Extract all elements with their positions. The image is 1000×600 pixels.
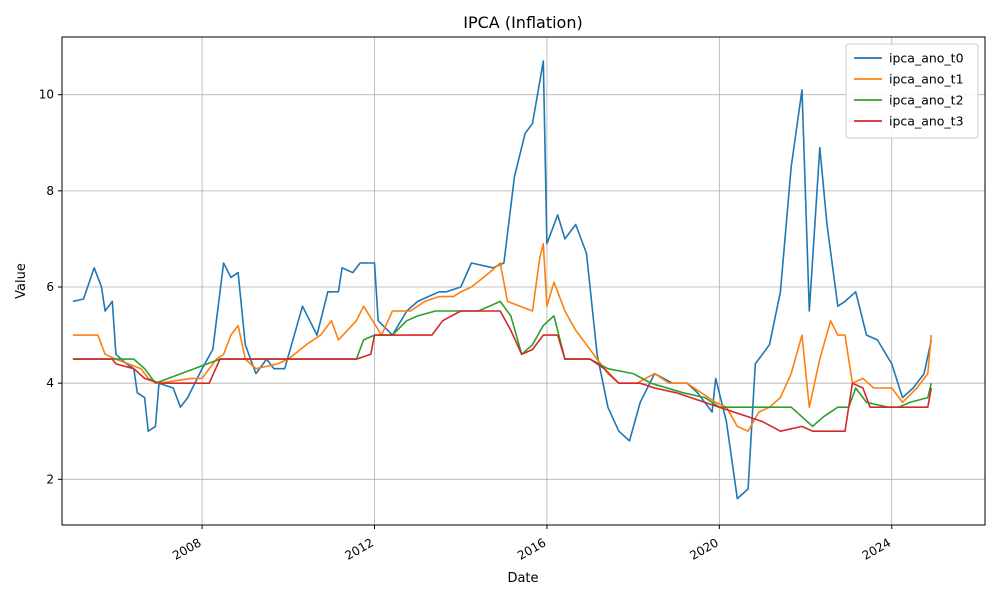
legend-box xyxy=(845,43,979,139)
series-line-ipca_ano_t2 xyxy=(72,300,933,428)
chart-title: IPCA (Inflation) xyxy=(463,13,582,32)
series-line-ipca_ano_t1 xyxy=(72,242,933,432)
legend-label-ipca_ano_t0: ipca_ano_t0 xyxy=(889,51,964,66)
y-tick-label: 10 xyxy=(39,88,54,102)
x-tick-label: 2016 xyxy=(515,535,548,562)
x-axis: 2008 2012 2016 2020 2024 xyxy=(170,525,893,563)
y-tick-label: 4 xyxy=(46,376,54,390)
x-tick-label: 2024 xyxy=(860,535,893,562)
y-axis-title: Value xyxy=(14,263,29,299)
y-tick-label: 8 xyxy=(46,184,54,198)
x-axis-title: Date xyxy=(507,571,538,586)
legend-label-ipca_ano_t3: ipca_ano_t3 xyxy=(889,114,964,129)
plot-frame xyxy=(61,36,986,526)
x-tick-label: 2008 xyxy=(170,535,203,562)
grid xyxy=(62,37,985,525)
series-line-ipca_ano_t3 xyxy=(72,310,933,432)
y-tick-label: 6 xyxy=(46,280,54,294)
legend: ipca_ano_t0 ipca_ano_t1 ipca_ano_t2 ipca_an… xyxy=(845,43,979,139)
y-axis: 2 4 6 8 10 xyxy=(39,88,62,486)
legend-label-ipca_ano_t1: ipca_ano_t1 xyxy=(889,72,964,87)
y-tick-label: 2 xyxy=(46,472,54,486)
x-tick-label: 2012 xyxy=(343,535,376,562)
series-group xyxy=(72,60,933,500)
legend-label-ipca_ano_t2: ipca_ano_t2 xyxy=(889,93,964,108)
series-line-ipca_ano_t0 xyxy=(72,60,933,500)
x-tick-label: 2020 xyxy=(687,535,720,562)
